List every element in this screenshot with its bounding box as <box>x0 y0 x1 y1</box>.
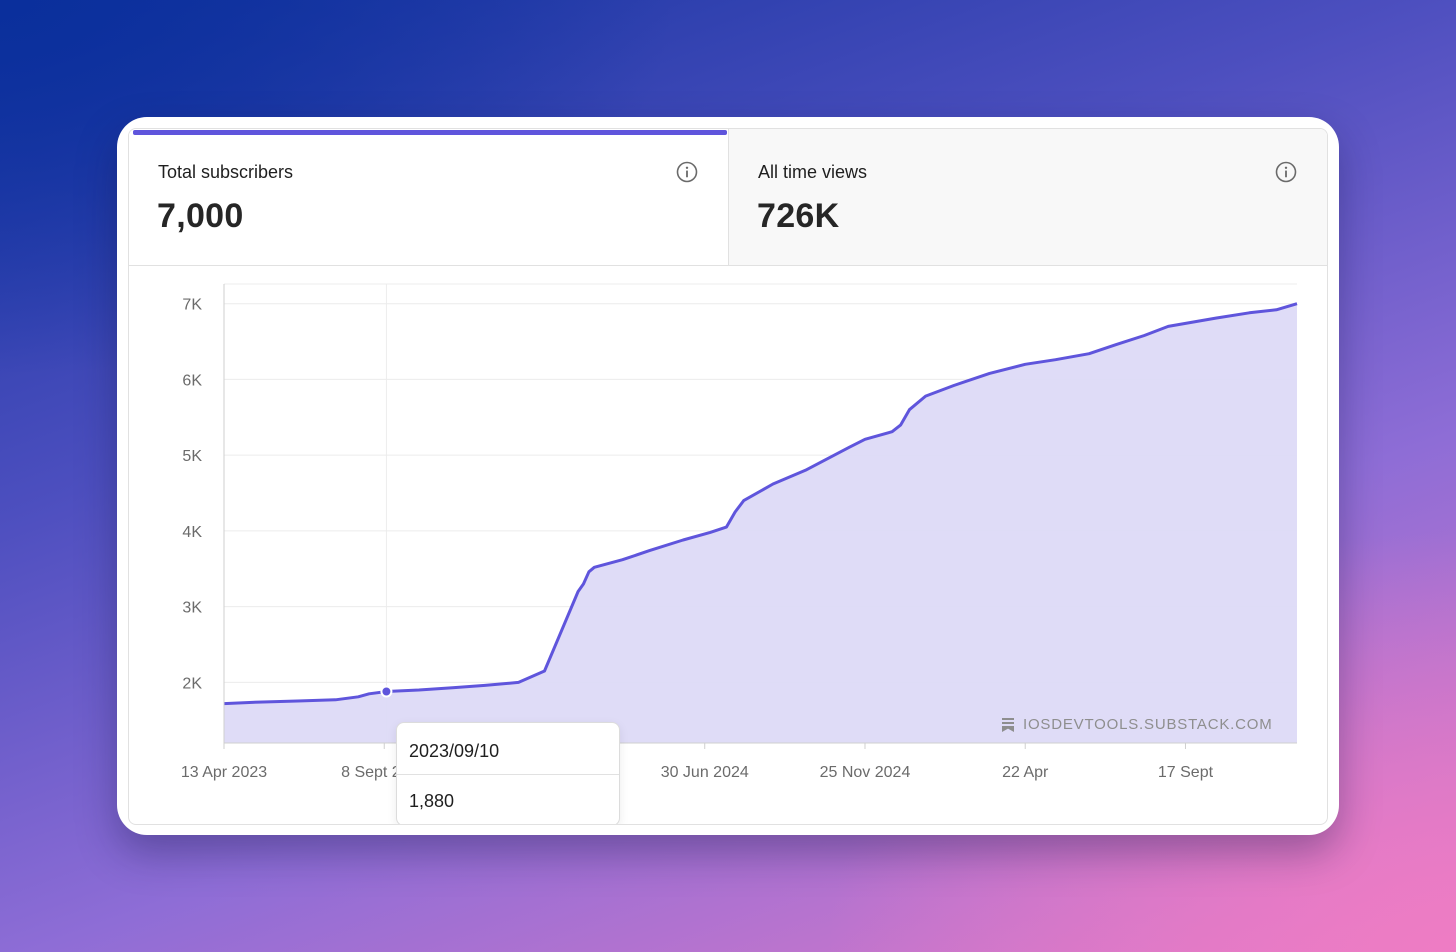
highlight-point <box>380 685 393 698</box>
analytics-panel: Total subscribers 7,000 All time views 7… <box>128 128 1328 825</box>
tooltip-divider <box>397 774 619 775</box>
x-tick-label: 30 Jun 2024 <box>661 764 749 781</box>
substack-logo-icon <box>1002 717 1014 732</box>
x-tick-label: 17 Sept <box>1158 764 1214 781</box>
stat-all-time-views[interactable]: All time views 726K <box>728 129 1327 265</box>
y-tick-label: 6K <box>182 372 202 389</box>
x-tick-label: 13 Apr 2023 <box>181 764 267 781</box>
stat-value: 726K <box>757 197 840 235</box>
series-line <box>223 302 1298 706</box>
tooltip-value: 1,880 <box>409 791 455 811</box>
active-stat-indicator <box>133 130 727 135</box>
watermark: IOSDEVTOOLS.SUBSTACK.COM <box>1001 716 1273 733</box>
y-tick-label: 2K <box>182 675 202 692</box>
watermark-text: IOSDEVTOOLS.SUBSTACK.COM <box>1023 716 1273 733</box>
stats-header: Total subscribers 7,000 All time views 7… <box>129 129 1327 266</box>
x-tick-label: 25 Nov 2024 <box>820 764 911 781</box>
y-tick-label: 3K <box>182 600 202 617</box>
stat-label: All time views <box>758 162 868 182</box>
x-tick-label: 22 Apr <box>1002 764 1049 781</box>
y-tick-label: 4K <box>182 524 202 541</box>
info-icon[interactable] <box>676 161 698 183</box>
y-tick-label: 7K <box>182 297 202 314</box>
tooltip-date: 2023/09/10 <box>409 741 500 761</box>
info-icon[interactable] <box>1275 161 1297 183</box>
chart-tooltip: 2023/09/10 1,880 <box>396 722 620 824</box>
y-tick-label: 5K <box>182 448 202 465</box>
series-area <box>224 303 1297 743</box>
stat-total-subscribers[interactable]: Total subscribers 7,000 <box>129 129 728 265</box>
analytics-card: Total subscribers 7,000 All time views 7… <box>117 117 1339 835</box>
stat-label: Total subscribers <box>158 162 294 182</box>
stat-value: 7,000 <box>157 197 244 235</box>
